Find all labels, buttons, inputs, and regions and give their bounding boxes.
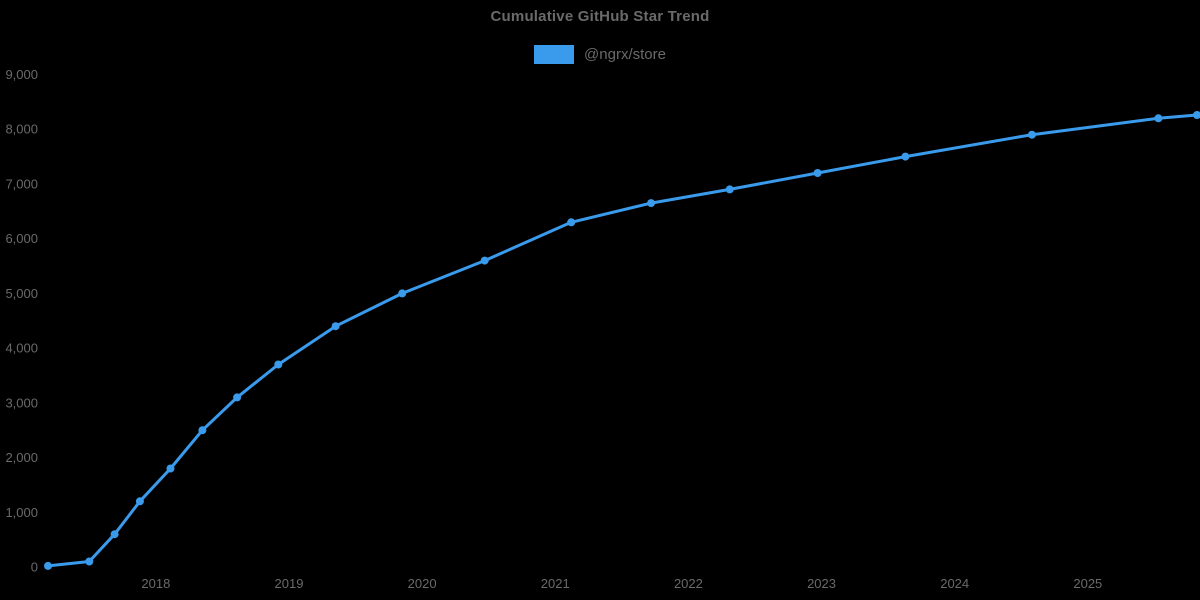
data-point[interactable] [198,426,207,435]
data-point[interactable] [1027,130,1036,139]
y-axis-tick-label: 9,000 [5,67,38,82]
y-axis-tick-label: 4,000 [5,341,38,356]
y-axis-tick-label: 1,000 [5,505,38,520]
data-point[interactable] [398,289,407,298]
series-line [46,113,1199,568]
data-point[interactable] [1154,114,1163,123]
data-point[interactable] [110,530,119,539]
x-axis-tick-label: 2025 [1073,576,1102,591]
data-point[interactable] [44,561,52,570]
legend-swatch [534,45,575,64]
legend-label: @ngrx/store [584,46,666,63]
data-point[interactable] [274,360,283,369]
x-axis-tick-label: 2022 [674,576,703,591]
data-point[interactable] [233,393,242,402]
x-axis-tick-label: 2020 [408,576,437,591]
legend: @ngrx/store [0,45,1200,64]
data-point[interactable] [725,185,734,194]
data-point[interactable] [647,199,656,208]
y-axis-tick-label: 8,000 [5,122,38,137]
data-point[interactable] [813,169,822,177]
data-point[interactable] [166,464,175,473]
y-axis-tick-label: 5,000 [5,286,38,301]
y-axis-tick-label: 2,000 [5,450,38,465]
data-point[interactable] [901,152,910,161]
x-axis-tick-label: 2021 [541,576,570,591]
legend-item-ngrx-store[interactable]: @ngrx/store [534,45,666,64]
y-axis-tick-label: 7,000 [5,176,38,191]
y-axis-tick-label: 6,000 [5,231,38,246]
x-axis-tick-label: 2023 [807,576,836,591]
x-axis-tick-label: 2024 [940,576,969,591]
x-axis-tick-label: 2018 [141,576,170,591]
y-axis-tick-label: 3,000 [5,395,38,410]
data-point[interactable] [567,218,576,227]
data-point[interactable] [135,497,144,506]
data-point[interactable] [331,322,340,331]
data-point[interactable] [480,256,489,265]
y-axis-tick-label: 0 [31,560,38,575]
chart-title: Cumulative GitHub Star Trend [490,8,710,25]
data-point[interactable] [1193,111,1200,119]
x-axis-tick-label: 2019 [275,576,304,591]
data-point[interactable] [85,557,94,566]
